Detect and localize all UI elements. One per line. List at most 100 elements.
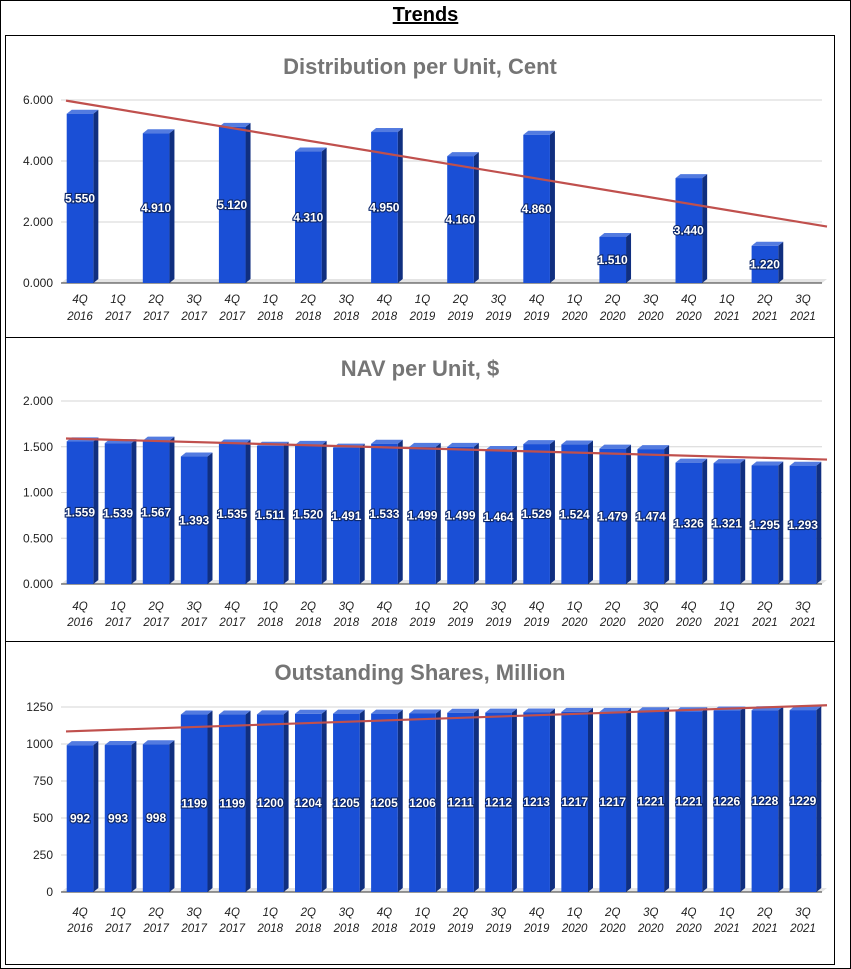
data-label: 1217: [561, 795, 588, 809]
y-tick-label: 500: [33, 811, 53, 825]
bar-front: [104, 443, 132, 584]
data-label: 1.539: [103, 507, 133, 521]
bar: [66, 437, 99, 584]
bar-front: [218, 714, 246, 892]
y-tick-label: 750: [33, 774, 53, 788]
bar-side: [245, 122, 251, 283]
bar-top: [409, 442, 441, 447]
x-tick-label: 2016: [66, 311, 93, 323]
bar-front: [675, 178, 703, 283]
x-tick-label: 2Q: [300, 294, 316, 306]
bar-front: [789, 710, 817, 892]
x-tick-label: 4Q: [225, 601, 240, 613]
bar-front: [789, 465, 817, 584]
x-tick-label: 2021: [789, 311, 816, 323]
x-tick-label: 2Q: [604, 601, 620, 613]
bar-side: [702, 458, 708, 584]
data-label: 1213: [523, 795, 550, 809]
y-tick-label: 0.500: [23, 531, 53, 545]
x-tick-label: 2019: [523, 617, 550, 629]
bar: [409, 709, 441, 892]
x-tick-label: 2019: [485, 923, 512, 935]
bar-front: [295, 444, 322, 584]
bar-front: [409, 713, 436, 892]
x-tick-label: 1Q: [263, 294, 278, 306]
data-label: 1.479: [598, 509, 628, 523]
x-tick-label: 4Q: [377, 907, 392, 919]
y-tick-label: 1.000: [23, 486, 53, 500]
x-tick-label: 2020: [561, 923, 588, 935]
x-tick-label: 2020: [599, 311, 626, 323]
x-tick-label: 2019: [523, 311, 550, 323]
bar: [675, 707, 708, 892]
bar-side: [549, 708, 555, 892]
x-tick-label: 3Q: [491, 601, 506, 613]
data-label: 1217: [599, 795, 626, 809]
y-tick-label: 1.500: [23, 440, 53, 454]
bar: [523, 440, 555, 584]
bar-top: [295, 440, 327, 445]
bar-side: [778, 461, 784, 584]
chart-title: Distribution per Unit, Cent: [283, 54, 557, 79]
x-tick-label: 2017: [142, 923, 169, 935]
bar-front: [713, 710, 741, 892]
x-tick-label: 2Q: [300, 601, 316, 613]
data-label: 1.520: [293, 507, 323, 521]
bar: [523, 708, 555, 892]
x-tick-label: 2018: [371, 311, 398, 323]
bar: [180, 452, 213, 584]
data-label: 1211: [448, 795, 474, 809]
bar-front: [371, 443, 398, 584]
bar-front: [485, 712, 512, 892]
bar: [447, 442, 479, 584]
x-tick-label: 2018: [295, 617, 322, 629]
chart-title: NAV per Unit, $: [341, 356, 500, 381]
data-label: 998: [146, 811, 166, 825]
data-label: 1229: [790, 794, 817, 808]
chart-title: Outstanding Shares, Million: [275, 660, 566, 685]
bar-front: [295, 151, 322, 283]
bar-top: [751, 461, 784, 466]
bar: [561, 707, 593, 892]
y-tick-label: 0.000: [23, 577, 53, 591]
x-tick-label: 1Q: [567, 294, 582, 306]
bar-side: [664, 707, 670, 892]
bar: [637, 707, 670, 892]
x-tick-label: 4Q: [529, 601, 544, 613]
x-tick-label: 4Q: [72, 294, 87, 306]
data-label: 1.510: [598, 253, 628, 267]
data-label: 1.464: [484, 510, 514, 524]
data-label: 1200: [257, 796, 284, 810]
bar-top: [218, 710, 251, 715]
bar-side: [473, 152, 479, 283]
x-tick-label: 2019: [523, 923, 550, 935]
bar-front: [751, 710, 779, 892]
bar-top: [675, 458, 708, 463]
bar-side: [321, 709, 327, 892]
bar-top: [523, 130, 555, 135]
x-tick-label: 2018: [371, 923, 398, 935]
bar-front: [599, 448, 627, 584]
x-tick-label: 4Q: [681, 601, 696, 613]
data-label: 3.440: [674, 224, 704, 238]
trend-line: [65, 99, 828, 228]
bar-side: [397, 709, 403, 892]
bar-top: [447, 708, 479, 713]
x-tick-label: 2020: [561, 311, 588, 323]
x-tick-label: 2018: [333, 311, 360, 323]
bar-top: [713, 459, 746, 464]
bar-side: [587, 440, 593, 584]
x-tick-label: 2021: [713, 923, 740, 935]
bar-top: [333, 709, 365, 714]
x-tick-label: 4Q: [681, 907, 696, 919]
bar-top: [561, 707, 593, 712]
nav-chart: NAV per Unit, $ 0.000 0.500 1.000 1.500 2.000…: [23, 356, 828, 629]
bar-front: [104, 745, 132, 892]
bar-top: [180, 710, 213, 715]
x-tick-label: 2016: [66, 923, 93, 935]
bar-front: [66, 441, 94, 584]
bar-top: [371, 709, 403, 714]
bar: [66, 109, 99, 283]
data-label: 4.910: [141, 201, 171, 215]
bar-front: [675, 711, 703, 892]
